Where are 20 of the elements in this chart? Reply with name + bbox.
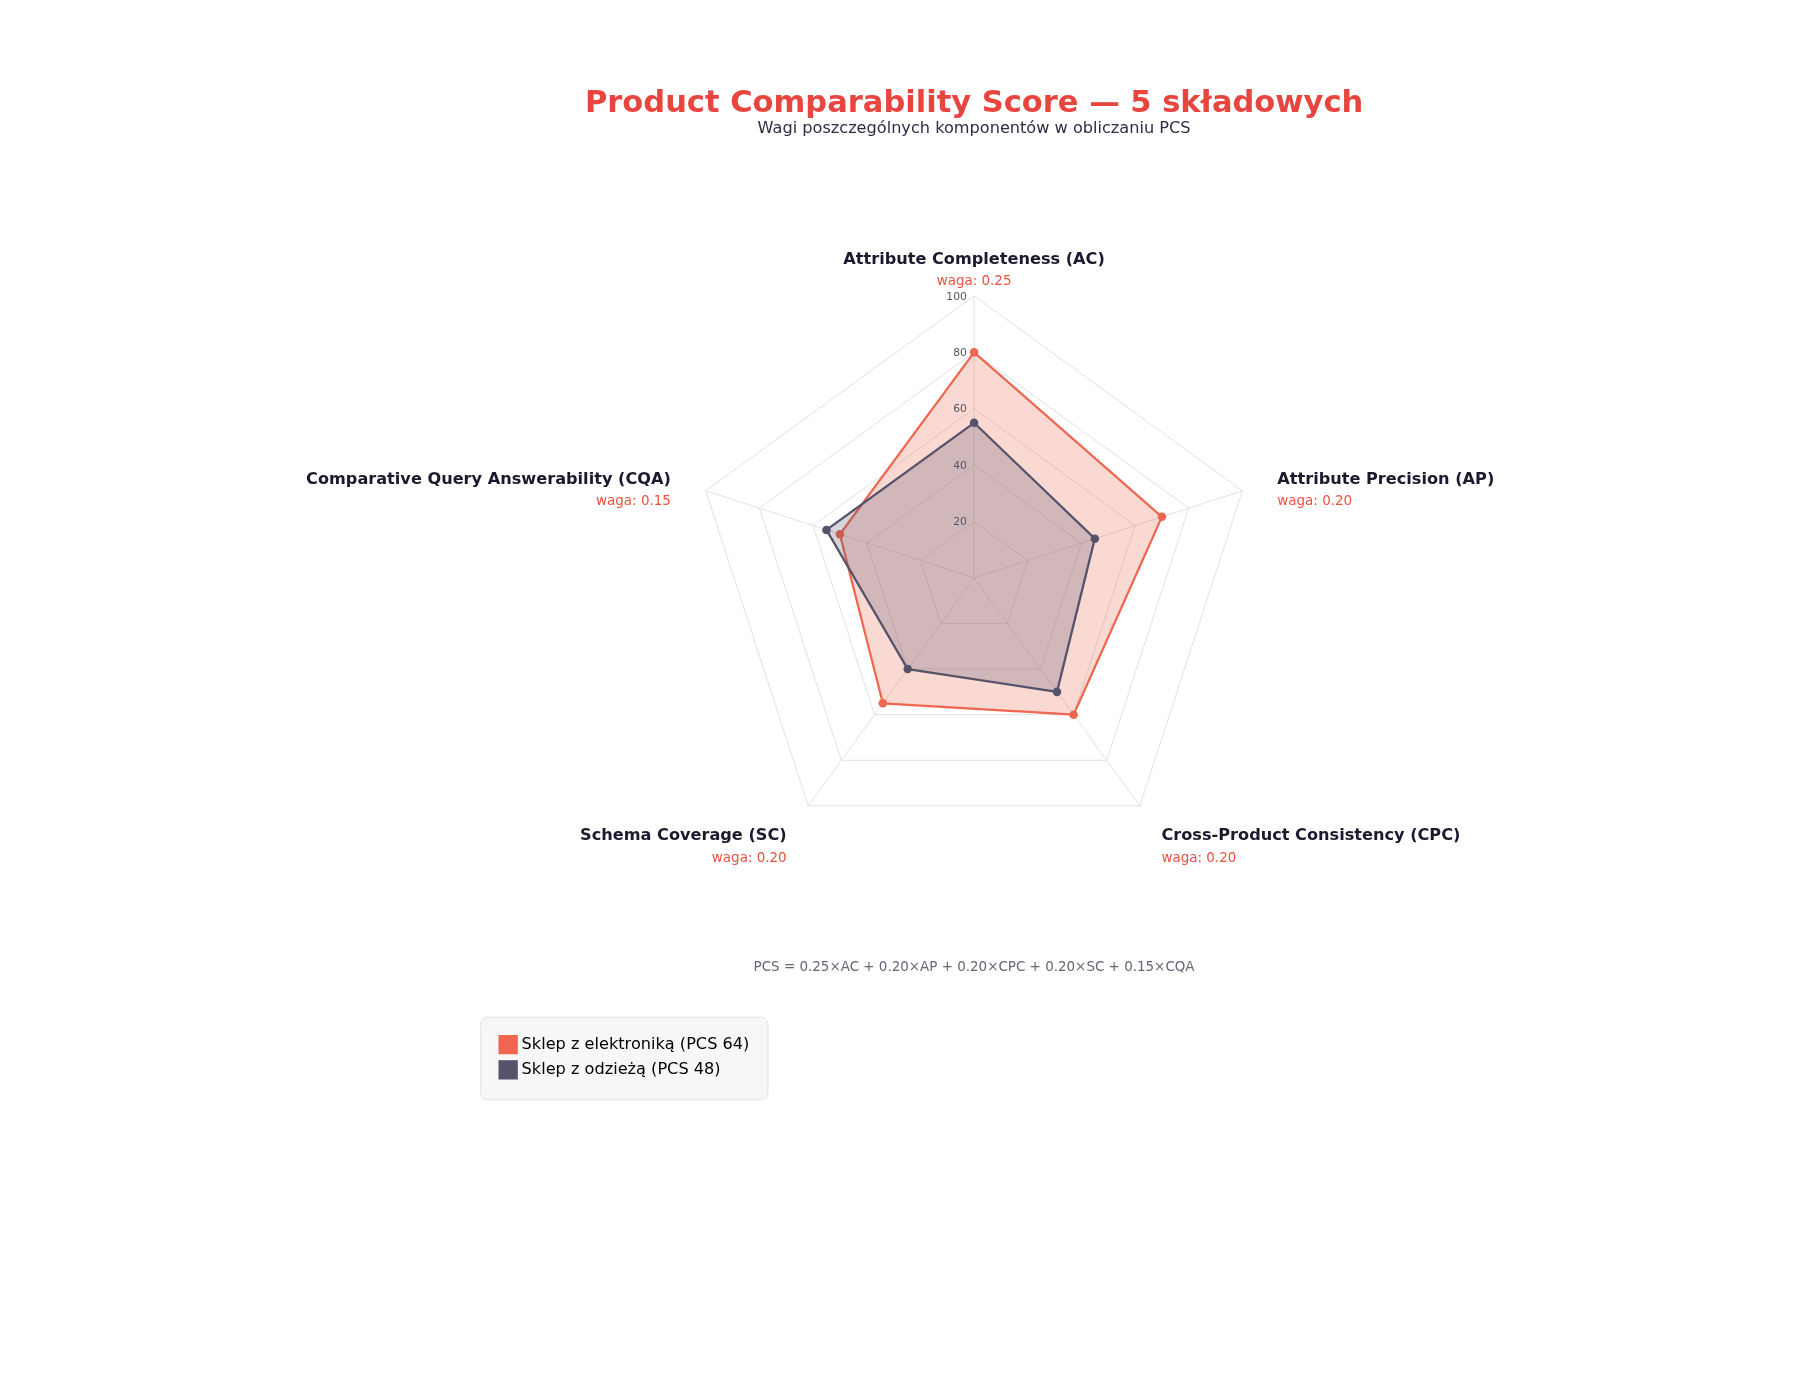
text: waga: 0.20: [1277, 493, 1353, 509]
legend-label: Sklep z odzieżą (PCS 48): [521, 1059, 721, 1079]
text: PCS = 0.25×AC + 0.20×AP + 0.20×CPC + 0.20×SC + 0.15×CQA: [753, 959, 1196, 975]
text: waga: 0.25: [936, 273, 1012, 289]
y-tick-label: 100: [946, 289, 968, 303]
text: waga: 0.15: [596, 493, 671, 509]
chart-title: Product Comparability Score — 5 składowych: [584, 83, 1364, 119]
spoke-label: Attribute Completeness (AC): [843, 248, 1105, 268]
y-tick-label: 20: [953, 515, 968, 529]
y-tick-label: 80: [953, 345, 968, 359]
spoke-label: Comparative Query Answerability (CQA): [306, 468, 671, 488]
legend-label: Sklep z elektroniką (PCS 64): [521, 1034, 750, 1054]
chart-subtitle: Wagi poszczególnych komponentów w obliczaniu PCS: [757, 118, 1191, 138]
y-tick-label: 40: [953, 458, 968, 472]
text: waga: 0.20: [711, 849, 787, 865]
spoke-label: Schema Coverage (SC): [580, 825, 787, 845]
text: waga: 0.20: [1161, 849, 1237, 865]
spoke-label: Attribute Precision (AP): [1277, 468, 1495, 488]
y-tick-label: 60: [953, 402, 968, 416]
spoke-label: Cross-Product Consistency (CPC): [1161, 825, 1461, 845]
